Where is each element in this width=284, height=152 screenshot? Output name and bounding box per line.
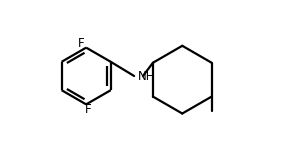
Text: F: F: [85, 103, 91, 116]
Text: F: F: [78, 36, 84, 50]
Text: NH: NH: [137, 69, 155, 83]
